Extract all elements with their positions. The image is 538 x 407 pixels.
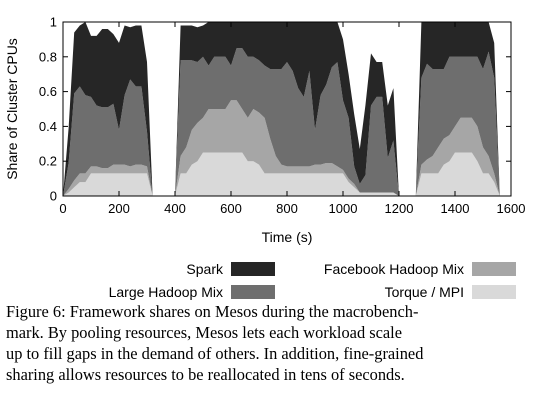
area-large-hadoop-mix	[63, 48, 511, 196]
legend-item-torque-mpi: Torque / MPI	[280, 283, 516, 301]
legend-item-large-hadoop-mix: Large Hadoop Mix	[60, 283, 275, 301]
caption-line: up to fill gaps in the demand of others.…	[6, 344, 424, 363]
chart: 0 200 400 600 800 1000 1200 1400 1600 0 0.2 0.4 0.6 0…	[4, 15, 526, 246]
caption-line: sharing allows resources to be reallocat…	[6, 365, 405, 384]
legend-label: Large Hadoop Mix	[108, 284, 223, 300]
plot-frame	[62, 21, 512, 197]
figure-caption: Figure 6: Framework shares on Mesos duri…	[6, 301, 532, 385]
area-spark	[63, 22, 511, 196]
x-tick-label: 1600	[497, 201, 526, 216]
x-tick-label: 1400	[441, 201, 470, 216]
y-tick-label: 0.8	[39, 49, 57, 64]
area-torque-mpi	[63, 152, 511, 196]
stacked-areas	[63, 22, 511, 196]
legend-label: Facebook Hadoop Mix	[323, 261, 464, 277]
y-tick-label: 0	[50, 189, 57, 204]
legend-swatch	[472, 262, 516, 276]
x-tick-label: 400	[164, 201, 186, 216]
x-tick-label: 800	[276, 201, 298, 216]
legend-swatch	[472, 285, 516, 299]
legend: Spark Facebook Hadoop Mix Large Hadoop M…	[0, 258, 538, 304]
x-tick-label: 1000	[329, 201, 358, 216]
y-tick-label: 1	[50, 15, 57, 30]
y-axis-label: Share of Cluster CPUs	[4, 38, 20, 180]
x-axis-label: Time (s)	[262, 229, 313, 245]
x-tick-label: 200	[108, 201, 130, 216]
caption-line: Figure 6: Framework shares on Mesos duri…	[6, 302, 419, 321]
legend-swatch	[231, 285, 275, 299]
legend-item-facebook-hadoop-mix: Facebook Hadoop Mix	[280, 260, 516, 278]
legend-label: Torque / MPI	[384, 284, 464, 300]
y-tick-label: 0.6	[39, 84, 57, 99]
x-tick-label: 0	[59, 201, 66, 216]
y-tick-label: 0.2	[39, 154, 57, 169]
x-tick-label: 600	[220, 201, 242, 216]
legend-item-spark: Spark	[100, 260, 275, 278]
axis-ticks: 0 200 400 600 800 1000 1200 1400 1600 0 0.2 0.4 0.6 0…	[39, 15, 526, 217]
y-tick-label: 0.4	[39, 119, 57, 134]
caption-line: mark. By pooling resources, Mesos lets e…	[6, 323, 403, 342]
x-tick-label: 1200	[385, 201, 414, 216]
legend-swatch	[231, 262, 275, 276]
legend-label: Spark	[186, 261, 223, 277]
